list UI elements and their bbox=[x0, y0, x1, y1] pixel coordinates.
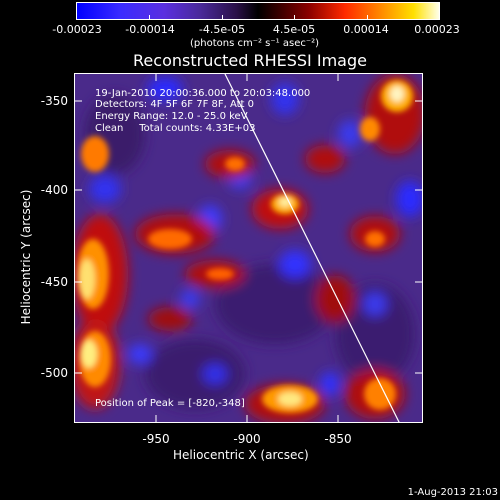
x-tick-label: -950 bbox=[142, 432, 170, 446]
y-tick-label: -350 bbox=[40, 94, 68, 108]
overlay-time-range: 19-Jan-2010 20:00:36.000 to 20:03:48.000 bbox=[95, 88, 311, 99]
colorbar-tick-label: 4.5e-05 bbox=[272, 23, 316, 36]
overlay-clean-counts: Clean Total counts: 4.33E+03 bbox=[95, 123, 256, 134]
solar-limb-line bbox=[224, 74, 400, 422]
x-axis-label: Heliocentric X (arcsec) bbox=[173, 448, 309, 462]
colorbar-tick-label: -0.00023 bbox=[52, 23, 102, 36]
y-tick-label: -450 bbox=[40, 275, 68, 289]
overlay-detectors: Detectors: 4F 5F 6F 7F 8F, Att 0 bbox=[95, 99, 255, 110]
overlay-energy-range: Energy Range: 12.0 - 25.0 keV bbox=[95, 111, 248, 122]
overlay-peak-position: Position of Peak = [-820,-348] bbox=[95, 398, 245, 409]
render-timestamp: 1-Aug-2013 21:03 bbox=[407, 487, 498, 498]
y-axis-label: Heliocentric Y (arcsec) bbox=[19, 189, 33, 325]
y-tick-label: -500 bbox=[40, 366, 68, 380]
colorbar-tick-label: -4.5e-05 bbox=[198, 23, 246, 36]
x-tick-label: -900 bbox=[233, 432, 261, 446]
colorbar bbox=[76, 2, 440, 20]
colorbar-tick-label: 0.00014 bbox=[343, 23, 389, 36]
y-tick-label: -400 bbox=[40, 183, 68, 197]
colorbar-units: (photons cm⁻² s⁻¹ asec⁻²) bbox=[190, 38, 320, 49]
colorbar-tick-label: 0.00023 bbox=[414, 23, 460, 36]
image-title: Reconstructed RHESSI Image bbox=[133, 51, 367, 70]
rhessi-image-plot: 19-Jan-2010 20:00:36.000 to 20:03:48.000… bbox=[74, 73, 423, 423]
colorbar-tick-label: -0.00014 bbox=[125, 23, 175, 36]
x-tick-label: -850 bbox=[324, 432, 352, 446]
